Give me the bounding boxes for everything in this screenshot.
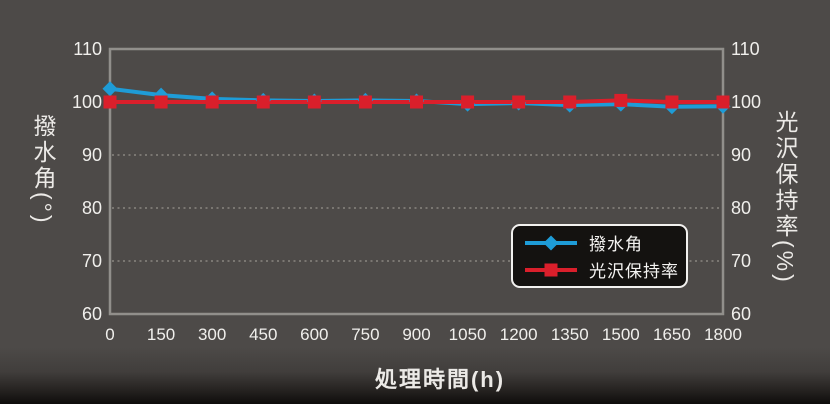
left-ytick-110: 110 [73, 39, 102, 59]
right-axis-title: 光沢保持率(%) [772, 110, 798, 285]
marker-square [307, 95, 321, 109]
marker-square [512, 95, 526, 109]
legend-label: 光沢保持率 [589, 262, 679, 281]
left-ytick-60: 60 [81, 304, 102, 324]
marker-square [716, 95, 730, 109]
marker-square [461, 95, 475, 109]
marker-square [665, 95, 679, 109]
legend-item-kotaku-hojiritsu: 光沢保持率 [525, 259, 686, 281]
xtick-1800: 1800 [704, 325, 742, 344]
xtick-300: 300 [197, 325, 227, 344]
marker-square [154, 95, 168, 109]
xtick-750: 750 [351, 325, 380, 344]
marker-square [205, 95, 219, 109]
right-ytick-60: 60 [731, 304, 752, 324]
right-ytick-110: 110 [731, 39, 760, 59]
xtick-450: 450 [249, 325, 278, 344]
x-axis-title: 処理時間(h) [374, 367, 506, 392]
xtick-900: 900 [402, 325, 431, 344]
right-ytick-70: 70 [731, 251, 752, 271]
plot-border [108, 47, 725, 316]
legend-label: 撥水角 [589, 235, 643, 254]
left-ytick-70: 70 [81, 251, 102, 271]
left-ytick-90: 90 [81, 145, 102, 165]
plot-area [102, 47, 731, 316]
marker-square [563, 95, 577, 109]
xtick-0: 0 [105, 325, 115, 344]
marker-square [614, 93, 628, 107]
right-ytick-100: 100 [731, 92, 762, 112]
right-ytick-80: 80 [731, 198, 752, 218]
legend-swatch-red-square-icon [525, 263, 577, 276]
xtick-1500: 1500 [601, 325, 640, 344]
left-axis-title: 撥水角(°) [30, 114, 56, 226]
xtick-1350: 1350 [550, 325, 589, 344]
marker-square [410, 95, 423, 109]
chart-canvas [102, 47, 731, 316]
left-ytick-80: 80 [81, 198, 102, 218]
right-ytick-90: 90 [731, 145, 752, 165]
legend-box: 撥水角 光沢保持率 [511, 224, 688, 288]
xtick-1650: 1650 [652, 325, 691, 344]
xtick-150: 150 [146, 325, 176, 344]
legend-swatch-blue-diamond-icon [525, 235, 577, 250]
left-ytick-100: 100 [71, 92, 102, 112]
xtick-1050: 1050 [448, 325, 487, 344]
legend-item-hassuikaku: 撥水角 [525, 232, 686, 254]
xtick-600: 600 [300, 325, 329, 344]
marker-square [103, 95, 117, 109]
marker-diamond [102, 81, 118, 97]
marker-square [358, 95, 372, 109]
marker-square [256, 95, 270, 109]
xtick-1200: 1200 [499, 325, 538, 344]
